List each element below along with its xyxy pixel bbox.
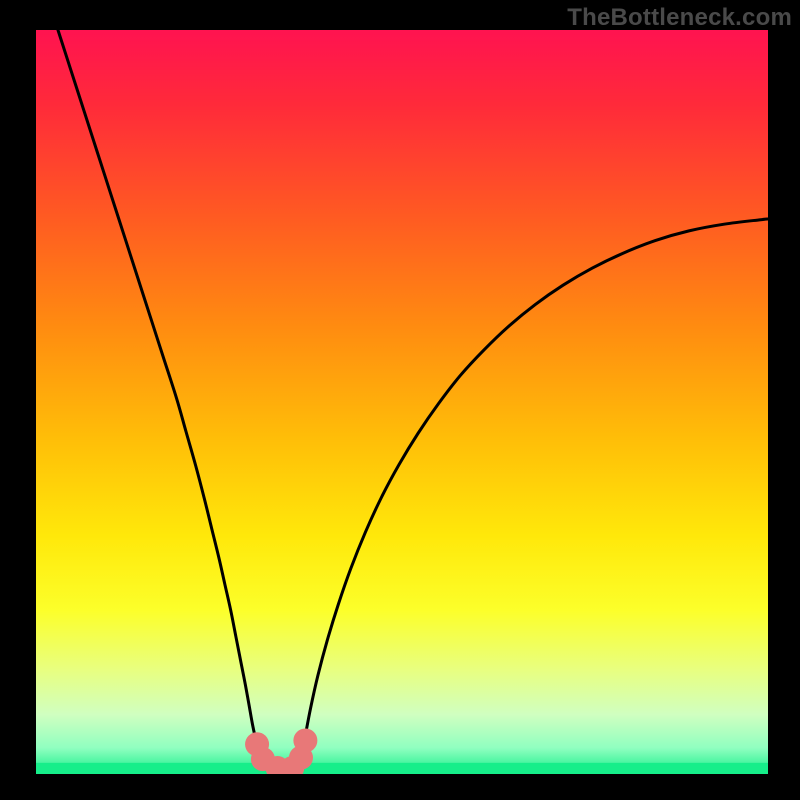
chart-container: TheBottleneck.com	[0, 0, 800, 800]
bottleneck-chart	[0, 0, 800, 800]
trough-marker	[293, 729, 317, 753]
watermark-text: TheBottleneck.com	[567, 4, 792, 32]
green-band	[36, 763, 768, 774]
gradient-background	[36, 30, 768, 774]
